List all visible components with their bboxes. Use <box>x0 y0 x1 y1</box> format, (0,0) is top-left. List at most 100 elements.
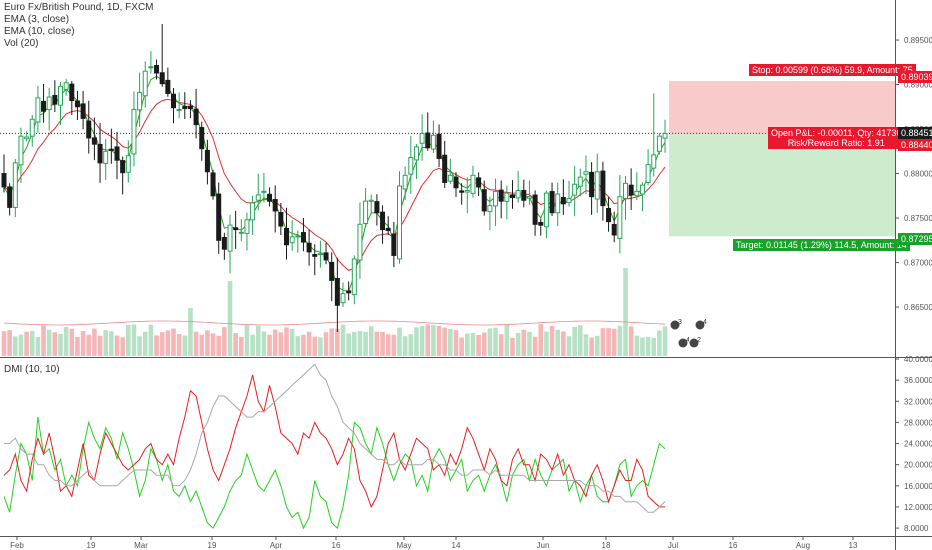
candle-body[interactable] <box>476 177 482 188</box>
candle-body[interactable] <box>385 227 391 232</box>
candle-body[interactable] <box>91 137 97 145</box>
candle-body[interactable] <box>442 154 448 183</box>
candle-body[interactable] <box>238 231 244 234</box>
candle-body[interactable] <box>577 176 583 187</box>
candle-body[interactable] <box>340 293 346 304</box>
candle-body[interactable] <box>221 236 227 250</box>
candle-body[interactable] <box>193 108 199 126</box>
candle-body[interactable] <box>317 253 323 256</box>
candle-body[interactable] <box>594 171 600 200</box>
candle-body[interactable] <box>651 154 657 169</box>
event-icon[interactable] <box>694 319 706 331</box>
candle-body[interactable] <box>63 82 69 90</box>
candle-body[interactable] <box>142 70 148 97</box>
candle-body[interactable] <box>374 201 380 214</box>
candle-body[interactable] <box>487 205 493 213</box>
candle-body[interactable] <box>12 162 18 208</box>
candle-body[interactable] <box>74 100 80 108</box>
candle-body[interactable] <box>154 64 160 74</box>
candle-body[interactable] <box>41 100 47 112</box>
candle-body[interactable] <box>498 189 504 202</box>
candle-body[interactable] <box>606 207 612 223</box>
candle-body[interactable] <box>391 233 397 256</box>
candle-body[interactable] <box>244 219 250 234</box>
candle-body[interactable] <box>46 96 52 111</box>
candle-body[interactable] <box>267 193 273 202</box>
candle-body[interactable] <box>137 92 143 111</box>
candle-body[interactable] <box>103 150 109 164</box>
candle-body[interactable] <box>628 184 634 196</box>
candle-body[interactable] <box>52 94 58 105</box>
candle-body[interactable] <box>526 196 532 199</box>
candle-body[interactable] <box>419 133 425 144</box>
candle-body[interactable] <box>566 197 572 203</box>
candle-body[interactable] <box>425 132 431 149</box>
open-pl-label[interactable]: Open P&L: -0.00011, Qty: 41736 Risk/Rewa… <box>768 127 905 149</box>
event-icon[interactable] <box>669 319 681 331</box>
candle-body[interactable] <box>1 173 7 188</box>
target-label[interactable]: Target: 0.01145 (1.29%) 114.5, Amount: 1… <box>733 239 910 251</box>
candle-body[interactable] <box>171 93 176 109</box>
candle-body[interactable] <box>69 83 75 102</box>
candle-body[interactable] <box>402 174 408 190</box>
candle-body[interactable] <box>515 189 521 199</box>
candle-body[interactable] <box>323 252 329 261</box>
candle-body[interactable] <box>148 66 154 69</box>
candle-body[interactable] <box>300 232 306 243</box>
candle-body[interactable] <box>120 160 126 174</box>
candle-body[interactable] <box>532 194 538 225</box>
candle-body[interactable] <box>289 236 295 244</box>
candle-body[interactable] <box>165 79 171 94</box>
candle-body[interactable] <box>397 185 402 260</box>
event-icon[interactable] <box>677 337 689 349</box>
target-zone[interactable] <box>669 134 895 237</box>
candle-body[interactable] <box>617 196 623 239</box>
candle-body[interactable] <box>464 189 470 193</box>
candle-body[interactable] <box>623 182 628 199</box>
candle-body[interactable] <box>589 171 595 198</box>
candle-body[interactable] <box>199 127 205 150</box>
candle-body[interactable] <box>18 135 24 166</box>
candle-body[interactable] <box>447 174 453 182</box>
candle-body[interactable] <box>493 190 499 207</box>
candle-body[interactable] <box>306 242 312 253</box>
volume-legend[interactable]: Vol (20) <box>4 38 39 49</box>
candle-body[interactable] <box>572 183 578 196</box>
candle-body[interactable] <box>261 190 267 193</box>
candle-body[interactable] <box>182 106 188 110</box>
candle-body[interactable] <box>97 143 103 164</box>
candle-body[interactable] <box>459 190 465 193</box>
stop-label[interactable]: Stop: 0.00599 (0.68%) 59.9, Amount: 75 <box>749 64 916 76</box>
candle-body[interactable] <box>125 155 131 173</box>
candle-body[interactable] <box>329 261 335 281</box>
candle-body[interactable] <box>114 146 120 161</box>
candle-body[interactable] <box>549 191 555 214</box>
candle-body[interactable] <box>662 133 668 139</box>
candle-body[interactable] <box>295 235 301 238</box>
candle-body[interactable] <box>408 157 414 175</box>
candle-body[interactable] <box>357 223 363 261</box>
candle-body[interactable] <box>645 164 651 183</box>
candle-body[interactable] <box>430 134 436 150</box>
candle-body[interactable] <box>368 199 374 202</box>
candle-body[interactable] <box>583 171 589 175</box>
candle-body[interactable] <box>413 146 419 161</box>
candle-body[interactable] <box>131 108 137 155</box>
candle-body[interactable] <box>159 72 165 85</box>
event-icon[interactable] <box>688 337 700 349</box>
candle-body[interactable] <box>538 221 544 226</box>
candle-body[interactable] <box>611 224 617 236</box>
symbol-legend[interactable]: Euro Fx/British Pound, 1D, FXCM <box>4 2 154 13</box>
candle-body[interactable] <box>284 227 289 246</box>
candle-body[interactable] <box>543 192 549 228</box>
candle-body[interactable] <box>7 186 13 208</box>
candle-body[interactable] <box>86 120 92 139</box>
ema3-legend[interactable]: EMA (3, close) <box>4 14 70 25</box>
candle-body[interactable] <box>470 174 476 194</box>
candle-body[interactable] <box>634 190 640 197</box>
candle-body[interactable] <box>29 118 35 137</box>
candle-body[interactable] <box>380 211 386 231</box>
candle-body[interactable] <box>255 194 261 201</box>
candle-body[interactable] <box>639 184 645 195</box>
candle-body[interactable] <box>278 212 284 227</box>
